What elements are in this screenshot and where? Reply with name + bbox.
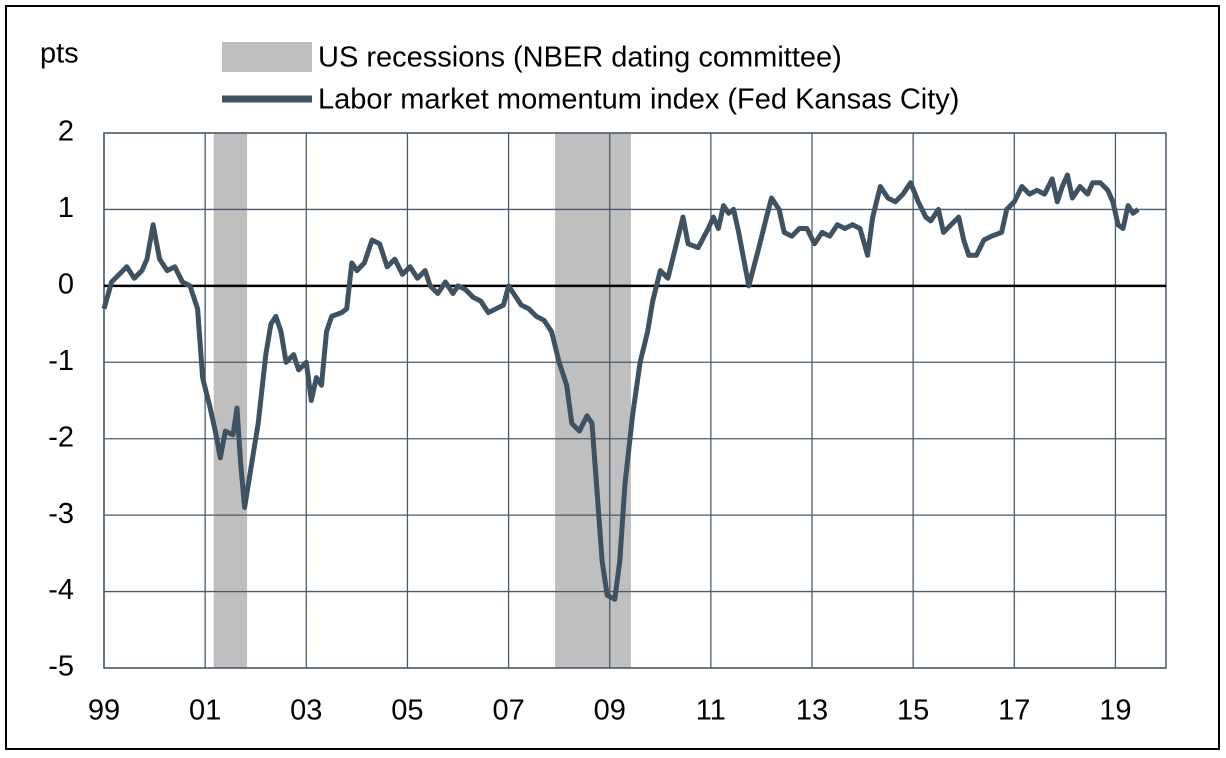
y-tick-label: 2 xyxy=(58,116,74,148)
legend-label: US recessions (NBER dating committee) xyxy=(318,42,842,74)
data-line xyxy=(101,172,1140,602)
x-tick-label: 11 xyxy=(696,695,726,727)
y-tick-label: -1 xyxy=(48,345,74,377)
x-tick-label: 09 xyxy=(594,695,626,727)
y-tick-label: 1 xyxy=(58,192,74,224)
y-tick-label: -2 xyxy=(48,421,74,453)
x-tick-label: 99 xyxy=(88,695,120,727)
y-tick-label: -4 xyxy=(48,574,74,606)
legend-label: Labor market momentum index (Fed Kansas … xyxy=(318,84,959,116)
x-tick-label: 07 xyxy=(492,695,524,727)
x-tick-label: 15 xyxy=(897,695,929,727)
y-tick-label: -5 xyxy=(48,651,74,683)
x-tick-label: 13 xyxy=(796,695,828,727)
y-axis-label: pts xyxy=(40,38,79,70)
frame xyxy=(5,5,1220,750)
x-tick-label: 05 xyxy=(391,695,423,727)
y-tick-label: -3 xyxy=(48,498,74,530)
plot-border xyxy=(103,132,1167,669)
legend-swatch-shading xyxy=(222,42,312,72)
x-tick-label: 03 xyxy=(290,695,322,727)
x-tick-label: 01 xyxy=(189,695,221,727)
x-tick-label: 17 xyxy=(998,695,1030,727)
recession-band xyxy=(213,133,248,668)
y-tick-label: 0 xyxy=(58,269,74,301)
plot-area: 2 1 0 -1 -2 -3 -4 -5 99 01 03 05 07 09 11 13 15 17 19 xyxy=(48,116,1167,727)
x-tick-label: 19 xyxy=(1099,695,1131,727)
